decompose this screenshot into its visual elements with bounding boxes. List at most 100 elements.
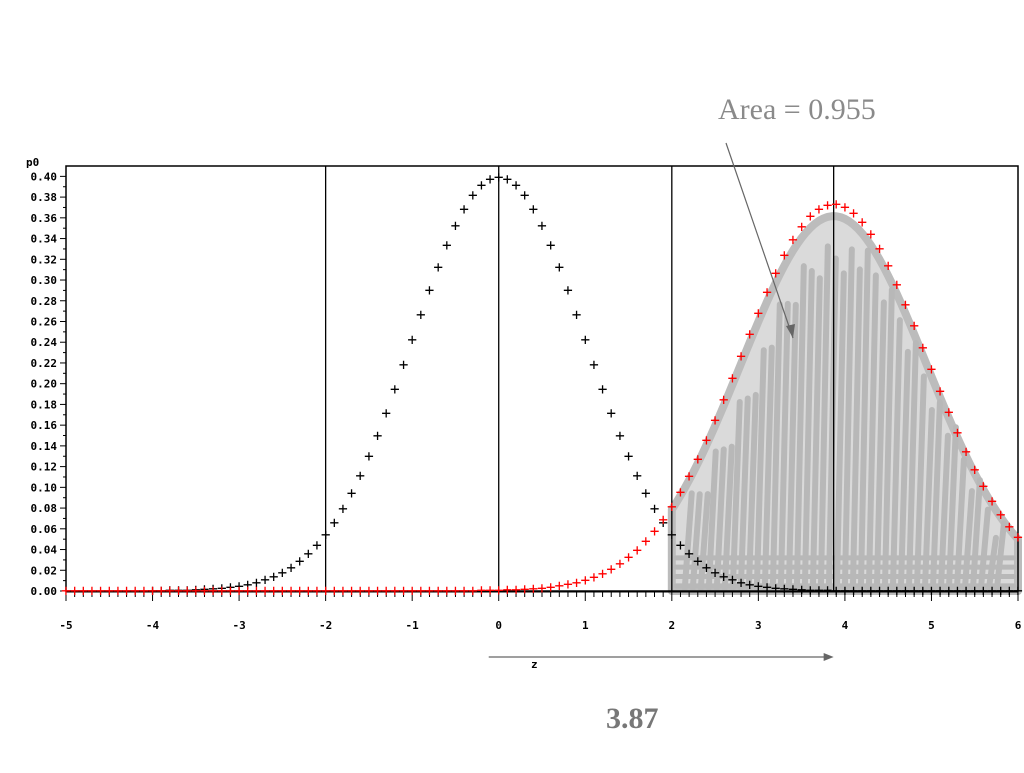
black-series-point: +	[814, 581, 824, 600]
red-series-point: +	[546, 577, 556, 596]
shade-stroke	[689, 491, 703, 591]
black-series-point: +	[503, 170, 513, 189]
black-series-point: +	[901, 581, 911, 600]
x-tick-label: -4	[146, 619, 160, 632]
black-series-point: +	[338, 499, 348, 518]
area-pointer-arrowhead	[786, 324, 795, 338]
red-series-point: +	[234, 581, 244, 600]
black-series-point: +	[477, 176, 487, 195]
red-series-point: +	[797, 217, 807, 236]
black-series-point: +	[563, 281, 573, 300]
black-series-point: +	[416, 305, 426, 324]
black-series-point: +	[269, 567, 279, 586]
red-series-point: +	[520, 580, 530, 599]
black-series-point: +	[364, 447, 374, 466]
x-tick-label: -2	[319, 619, 332, 632]
red-series-point: +	[598, 564, 608, 583]
red-series-point: +	[1013, 528, 1023, 547]
black-series-point: +	[390, 380, 400, 399]
shade-stroke	[849, 266, 863, 591]
red-series-point: +	[295, 581, 305, 600]
red-series-point: +	[615, 554, 625, 573]
red-series-point: +	[130, 581, 140, 600]
black-series-point: +	[156, 581, 166, 600]
y-tick-label: 0.04	[31, 544, 58, 557]
red-series-point: +	[70, 581, 80, 600]
y-tick-label: 0.20	[31, 378, 58, 391]
red-series-point: +	[364, 581, 374, 600]
red-series-point: +	[953, 423, 963, 442]
black-series-point: +	[615, 426, 625, 445]
black-series-point: +	[182, 580, 192, 599]
black-series-point: +	[165, 581, 175, 600]
red-series-point: +	[329, 581, 339, 600]
red-series-point: +	[589, 567, 599, 586]
red-series-point: +	[511, 580, 521, 599]
black-series-point: +	[719, 567, 729, 586]
red-series-point: +	[390, 581, 400, 600]
black-series-point: +	[295, 552, 305, 571]
red-series-point: +	[87, 581, 97, 600]
red-series-point: +	[866, 224, 876, 243]
red-series-point: +	[693, 449, 703, 468]
shade-stroke	[913, 373, 927, 591]
black-series-point: +	[373, 426, 383, 445]
red-series-point: +	[373, 581, 383, 600]
red-series-point: +	[260, 581, 270, 600]
red-series-point: +	[736, 347, 746, 366]
red-series-point: +	[719, 390, 729, 409]
red-series-point: +	[771, 263, 781, 282]
black-series-point: +	[797, 580, 807, 599]
y-tick-label: 0.18	[31, 398, 58, 411]
red-series-point: +	[61, 581, 71, 600]
y-tick-label: 0.14	[31, 440, 58, 453]
black-series-point: +	[702, 558, 712, 577]
shade-stroke	[777, 300, 791, 591]
black-series-point: +	[520, 186, 530, 205]
x-tick-label: 5	[928, 619, 935, 632]
black-series-point: +	[684, 544, 694, 563]
black-series-point: +	[866, 581, 876, 600]
shade-stroke	[769, 301, 783, 591]
x-tick-label: 4	[842, 619, 849, 632]
black-series-point: +	[676, 535, 686, 554]
red-series-point: +	[667, 497, 677, 516]
red-series-point: +	[537, 578, 547, 597]
red-series-point: +	[399, 581, 409, 600]
red-series-point: +	[944, 403, 954, 422]
red-series-point: +	[381, 581, 391, 600]
red-series-point: +	[823, 195, 833, 214]
black-series-point: +	[1013, 581, 1023, 600]
black-series-point: +	[537, 216, 547, 235]
y-tick-label: 0.26	[31, 315, 58, 328]
black-series-point: +	[433, 257, 443, 276]
red-series-point: +	[451, 581, 461, 600]
shade-stroke	[881, 286, 895, 591]
red-series-point: +	[425, 581, 435, 600]
red-series-point: +	[407, 581, 417, 600]
y-tick-label: 0.30	[31, 274, 58, 287]
red-series-point: +	[710, 411, 720, 430]
red-series-point: +	[580, 570, 590, 589]
black-series-point: +	[546, 236, 556, 255]
y-axis-group: 0.00 0.02 0.04 0.06 0.08 0.10 0.12 0.14 0.16 0.18…	[31, 170, 66, 598]
red-series-point: +	[96, 581, 106, 600]
black-series-point: +	[944, 581, 954, 600]
black-series-point: +	[148, 581, 158, 600]
black-series-point: +	[329, 513, 339, 532]
red-series-point: +	[641, 532, 651, 551]
x-tick-label: -5	[59, 619, 72, 632]
red-series-point: +	[304, 581, 314, 600]
red-series-point: +	[139, 581, 149, 600]
red-series-point: +	[996, 505, 1006, 524]
black-series-point: +	[667, 525, 677, 544]
shade-stroke	[697, 491, 711, 591]
black-series-point: +	[217, 579, 227, 598]
red-series-point: +	[831, 195, 841, 214]
shade-stroke	[961, 488, 975, 591]
shade-stroke	[905, 340, 919, 591]
y-tick-label: 0.08	[31, 502, 58, 515]
red-series-point: +	[485, 581, 495, 600]
black-series-point: +	[745, 575, 755, 594]
